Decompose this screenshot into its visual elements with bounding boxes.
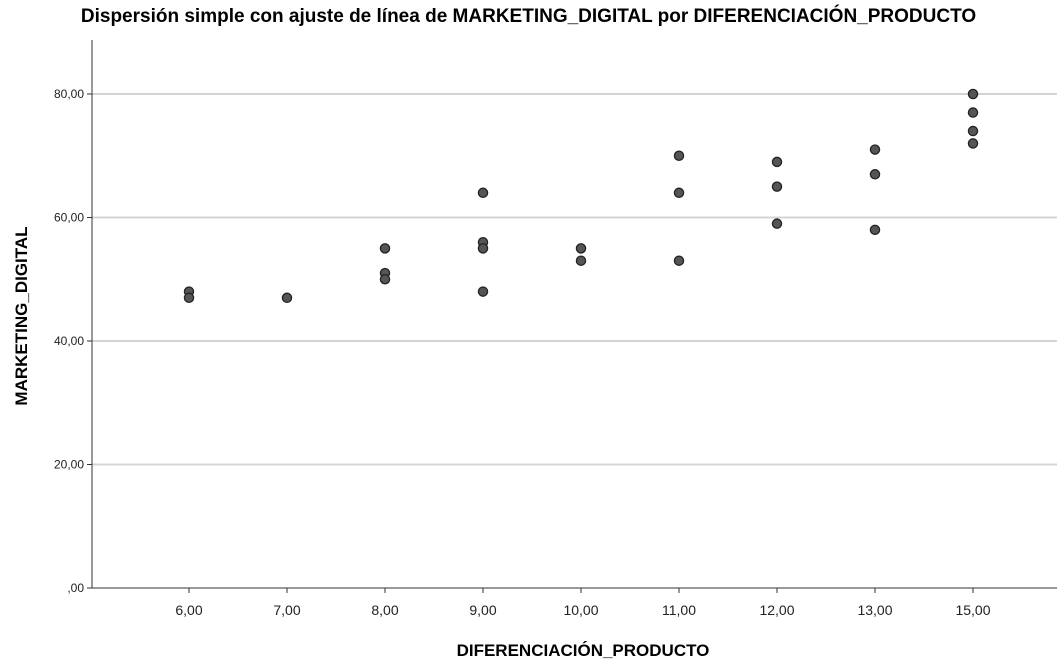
- data-point: [477, 243, 489, 254]
- x-tick-label: 13,00: [857, 602, 892, 618]
- data-point: [967, 107, 979, 118]
- data-point: [379, 273, 391, 285]
- x-tick-label: 10,00: [563, 602, 598, 618]
- data-point: [477, 286, 489, 297]
- y-tick-label: 80,00: [54, 87, 84, 101]
- data-point: [575, 243, 587, 254]
- y-tick-label: 20,00: [54, 458, 84, 472]
- data-point: [967, 138, 979, 149]
- data-point: [673, 187, 685, 199]
- x-tick-label: 6,00: [175, 602, 202, 618]
- data-point: [477, 187, 489, 199]
- data-point: [967, 88, 979, 100]
- data-point: [869, 144, 881, 155]
- data-points: [183, 88, 979, 304]
- data-point: [771, 218, 783, 229]
- data-point: [967, 125, 979, 137]
- tick-labels: ,00 20,00 40,00 60,00 80,00 6,00 7,00 8,00 9,00 1…: [54, 87, 991, 618]
- data-point: [869, 169, 881, 180]
- x-tick-label: 9,00: [469, 602, 496, 618]
- data-point: [771, 156, 783, 168]
- axes: [87, 40, 1057, 593]
- x-tick-label: 11,00: [662, 602, 696, 618]
- data-point: [281, 292, 293, 304]
- data-point: [771, 181, 783, 192]
- data-point: [575, 255, 587, 266]
- y-tick-label: ,00: [67, 581, 84, 595]
- x-tick-label: 12,00: [759, 602, 794, 618]
- x-axis-label: DIFERENCIACIÓN_PRODUCTO: [456, 641, 710, 660]
- x-tick-label: 8,00: [371, 602, 398, 618]
- data-point: [869, 224, 881, 236]
- gridlines: [92, 93, 1057, 466]
- y-tick-label: 40,00: [54, 334, 84, 348]
- x-tick-label: 15,00: [955, 602, 990, 618]
- data-point: [183, 292, 195, 304]
- data-point: [673, 150, 685, 161]
- data-point: [379, 243, 391, 254]
- data-point: [673, 255, 685, 266]
- x-tick-label: 7,00: [273, 602, 300, 618]
- chart-title: Dispersión simple con ajuste de línea de…: [80, 6, 977, 27]
- y-tick-label: 60,00: [54, 211, 84, 225]
